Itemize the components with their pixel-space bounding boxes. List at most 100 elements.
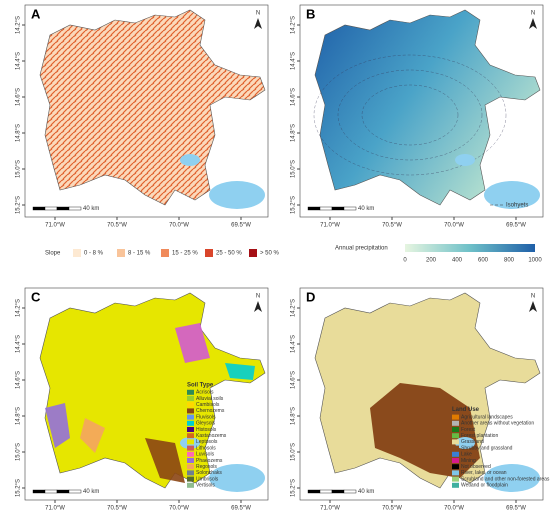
legend-swatch <box>452 439 459 445</box>
x-tick-label: 70.5°W <box>382 223 402 229</box>
legend-label: Another areas without vegetation <box>461 421 534 427</box>
x-tick-label: 71.0°W <box>45 506 65 512</box>
legend-swatch <box>452 433 459 439</box>
legend-label: Wetland or floodplain <box>461 483 508 489</box>
legend-swatch <box>452 458 459 463</box>
x-tick-label: 71.0°W <box>320 506 340 512</box>
y-tick-label: 15.0°S <box>16 443 22 461</box>
legend-swatch <box>452 482 459 488</box>
x-tick-label: 70.5°W <box>107 506 127 512</box>
legend-swatch <box>205 249 213 257</box>
x-tick-label: 70.0°W <box>444 223 464 229</box>
scale-bar <box>44 206 58 211</box>
scale-label: 40 km <box>358 206 374 212</box>
y-tick-label: 15.2°S <box>16 196 22 214</box>
y-tick-label: 14.6°S <box>291 88 297 106</box>
y-tick-label: 15.2°S <box>16 479 22 497</box>
legend-swatch <box>117 249 125 257</box>
soil-patch <box>145 438 185 483</box>
map-panel: D N 40 km 71.0°W 70.5°W 70.0°W 69.5°W 14.2°S 14.… <box>291 287 550 512</box>
north-arrow: N <box>531 294 535 300</box>
legend-label: Leptosols <box>196 439 218 445</box>
north-arrow: N <box>531 11 535 17</box>
scale-bar <box>343 206 357 211</box>
isohyet-line <box>313 54 507 176</box>
legend-label: River, lake, or ocean <box>461 470 507 476</box>
legend-swatch <box>452 445 459 451</box>
legend-label: Not observed <box>461 464 491 470</box>
scale-bar <box>68 489 82 494</box>
legend-title: Slope <box>45 251 61 257</box>
legend-swatch <box>187 402 194 408</box>
map-panel: C N 40 km 71.0°W 70.5°W 70.0°W 69.5°W 14.2°S 14.… <box>16 287 269 512</box>
colorbar <box>405 244 535 252</box>
legend-swatch <box>187 464 194 470</box>
legend-label: Alluvial soils <box>196 396 224 402</box>
colorbar-tick-label: 800 <box>504 258 515 264</box>
legend-swatch <box>187 445 194 451</box>
north-arrow-icon <box>529 301 537 312</box>
scale-bar <box>331 206 345 211</box>
legend-label: Forest <box>461 427 476 433</box>
legend-swatch <box>73 249 81 257</box>
legend-label: Vertisols <box>196 483 215 489</box>
y-tick-label: 15.0°S <box>291 160 297 178</box>
x-tick-label: 70.0°W <box>169 223 189 229</box>
lake <box>455 154 475 166</box>
scale-bar <box>343 489 357 494</box>
legend-label: 25 - 50 % <box>216 251 242 257</box>
legend-label: Agricultural landscapes <box>461 414 513 420</box>
legend-label: Phaeozems <box>196 458 223 464</box>
x-tick-label: 69.5°W <box>506 223 526 229</box>
legend-label: 15 - 25 % <box>172 251 198 257</box>
lake <box>484 464 540 492</box>
legend-label: Kastanozems <box>196 433 227 439</box>
legend-swatch <box>187 439 194 445</box>
y-tick-label: 14.4°S <box>16 335 22 353</box>
legend-label: Acrisols <box>196 390 214 396</box>
scale-bar <box>32 489 46 494</box>
legend-swatch <box>187 420 194 426</box>
colorbar-tick-label: 600 <box>478 258 489 264</box>
scale-bar <box>56 489 70 494</box>
legend-label: Forest plantation <box>461 433 498 439</box>
scale-bar <box>32 206 46 211</box>
legend-swatch <box>187 476 194 482</box>
soil-patch <box>225 363 255 380</box>
y-tick-label: 14.8°S <box>291 407 297 425</box>
panel-label: B <box>306 6 315 21</box>
panel-label: C <box>31 289 41 304</box>
y-tick-label: 15.2°S <box>291 196 297 214</box>
legend: Annual precipitation 0 200 400 600 800 1000 <box>335 244 542 264</box>
lake <box>455 437 475 449</box>
legend-swatch <box>187 470 194 476</box>
y-tick-label: 14.8°S <box>16 124 22 142</box>
legend-swatch <box>187 458 194 463</box>
north-arrow-icon <box>254 18 262 29</box>
x-tick-label: 69.5°W <box>231 506 251 512</box>
north-arrow: N <box>256 294 260 300</box>
x-tick-label: 71.0°W <box>45 223 65 229</box>
y-tick-label: 14.4°S <box>291 52 297 70</box>
legend-label: Scrubland and other non-forested areas <box>461 476 550 482</box>
legend-swatch <box>187 414 194 420</box>
scale-bar <box>56 206 70 211</box>
north-arrow-icon <box>254 301 262 312</box>
scale-bar <box>307 206 321 211</box>
y-tick-label: 14.6°S <box>16 371 22 389</box>
legend-label: Solonchaks <box>196 470 222 476</box>
panel-label: A <box>31 6 41 21</box>
legend-title: Annual precipitation <box>335 246 388 252</box>
x-tick-label: 69.5°W <box>231 223 251 229</box>
map-panel: A N 40 km 71.0°W 70.5°W 70.0°W 69.5°W 14.2°S 14.… <box>16 4 269 229</box>
scale-bar <box>331 489 345 494</box>
x-tick-label: 70.5°W <box>107 223 127 229</box>
legend-swatch <box>452 451 459 457</box>
y-tick-label: 14.4°S <box>291 335 297 353</box>
legend-label: 8 - 15 % <box>128 251 151 257</box>
scale-label: 40 km <box>83 206 99 212</box>
legend-label: Umbrisols <box>196 476 219 482</box>
